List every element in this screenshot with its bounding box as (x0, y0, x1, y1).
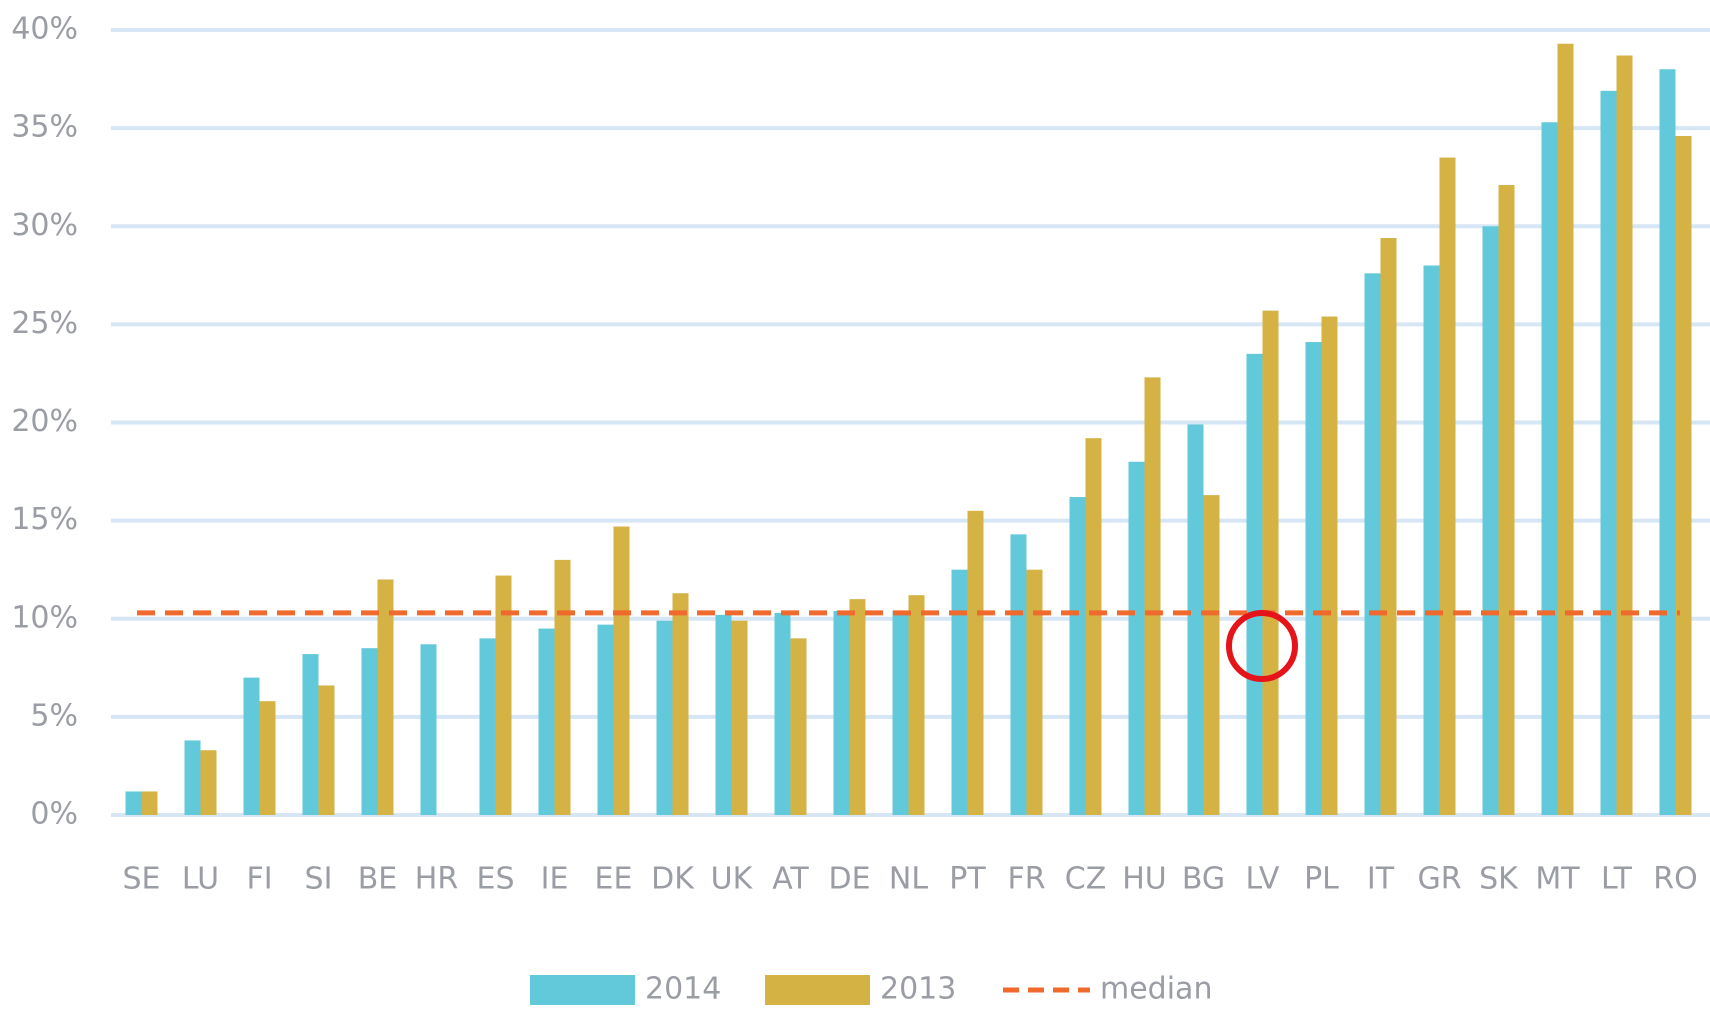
legend-swatch (765, 975, 870, 1005)
bar (554, 559, 571, 815)
x-tick-label: RO (1653, 862, 1697, 897)
bar (1600, 90, 1617, 815)
bar (200, 750, 217, 815)
y-tick-label: 30% (11, 208, 78, 243)
x-tick-label: FI (246, 862, 272, 897)
bar (1246, 353, 1263, 815)
bar (833, 610, 850, 815)
bar (302, 654, 319, 815)
bar (495, 575, 512, 815)
bar (377, 579, 394, 815)
x-tick-label: MT (1535, 862, 1580, 897)
bar (259, 701, 276, 815)
bar (1305, 342, 1322, 815)
bar (361, 648, 378, 815)
x-tick-label: FR (1007, 862, 1045, 897)
x-tick-label: HU (1122, 862, 1167, 897)
bar (1026, 569, 1043, 815)
bar (1482, 226, 1499, 815)
bar (141, 791, 158, 815)
legend-label: 2013 (880, 972, 956, 1007)
x-tick-label: AT (772, 862, 809, 897)
bar (1557, 43, 1574, 816)
y-tick-label: 20% (11, 404, 78, 439)
bar (715, 614, 732, 815)
bar (1069, 497, 1086, 815)
x-tick-label: LU (182, 862, 219, 897)
x-tick-label: BG (1182, 862, 1225, 897)
bar (656, 620, 673, 815)
bar (849, 599, 866, 815)
bar (184, 740, 201, 815)
y-tick-label: 40% (11, 12, 78, 47)
y-tick-label: 25% (11, 306, 78, 341)
bar (892, 610, 909, 815)
bar (1364, 273, 1381, 816)
bar (1380, 238, 1397, 815)
bar (538, 628, 555, 815)
bar (967, 510, 984, 815)
bar (731, 620, 748, 815)
x-tick-label: SE (123, 862, 161, 897)
x-tick-label: NL (889, 862, 928, 897)
x-tick-label: DE (828, 862, 870, 897)
legend-label: median (1100, 972, 1212, 1007)
x-tick-label: HR (415, 862, 458, 897)
x-tick-label: PT (949, 862, 986, 897)
y-tick-label: 15% (11, 502, 78, 537)
bar (1144, 377, 1161, 815)
x-tick-label: EE (595, 862, 633, 897)
x-tick-label: GR (1417, 862, 1461, 897)
x-tick-label: LT (1601, 862, 1633, 897)
x-tick-label: SK (1479, 862, 1519, 897)
bar (1423, 265, 1440, 815)
bar (1659, 69, 1676, 815)
bar (1616, 55, 1633, 815)
y-tick-label: 10% (11, 600, 78, 635)
x-tick-label: LV (1246, 862, 1280, 897)
bar (1010, 534, 1027, 815)
x-tick-label: ES (477, 862, 515, 897)
y-tick-label: 35% (11, 110, 78, 145)
bar (1498, 185, 1515, 816)
x-tick-label: CZ (1065, 862, 1107, 897)
bar (243, 677, 260, 815)
x-tick-label: DK (651, 862, 695, 897)
bar (1262, 310, 1279, 815)
bar (420, 644, 437, 815)
bar (1541, 122, 1558, 816)
highlight-circle (1226, 610, 1298, 682)
x-tick-label: IT (1367, 862, 1395, 897)
bar (1439, 157, 1456, 815)
bar (597, 624, 614, 815)
y-tick-label: 5% (30, 698, 78, 733)
bar (790, 638, 807, 815)
bar (672, 593, 689, 815)
x-tick-label: IE (541, 862, 569, 897)
x-tick-label: BE (358, 862, 398, 897)
bar (1321, 316, 1338, 815)
bar (951, 569, 968, 815)
bar (1203, 495, 1220, 815)
y-tick-label: 0% (30, 797, 78, 832)
x-tick-label: UK (711, 862, 754, 897)
bar (318, 685, 335, 815)
bar (1675, 135, 1692, 816)
bar (1128, 461, 1145, 815)
bar (1187, 424, 1204, 815)
legend-swatch (530, 975, 635, 1005)
bar (1085, 438, 1102, 815)
bar (774, 612, 791, 815)
x-tick-label: PL (1304, 862, 1339, 897)
legend-label: 2014 (645, 972, 721, 1007)
bar (479, 638, 496, 815)
x-tick-label: SI (305, 862, 333, 897)
bar (908, 595, 925, 815)
bar (125, 791, 142, 815)
bar (613, 526, 630, 815)
